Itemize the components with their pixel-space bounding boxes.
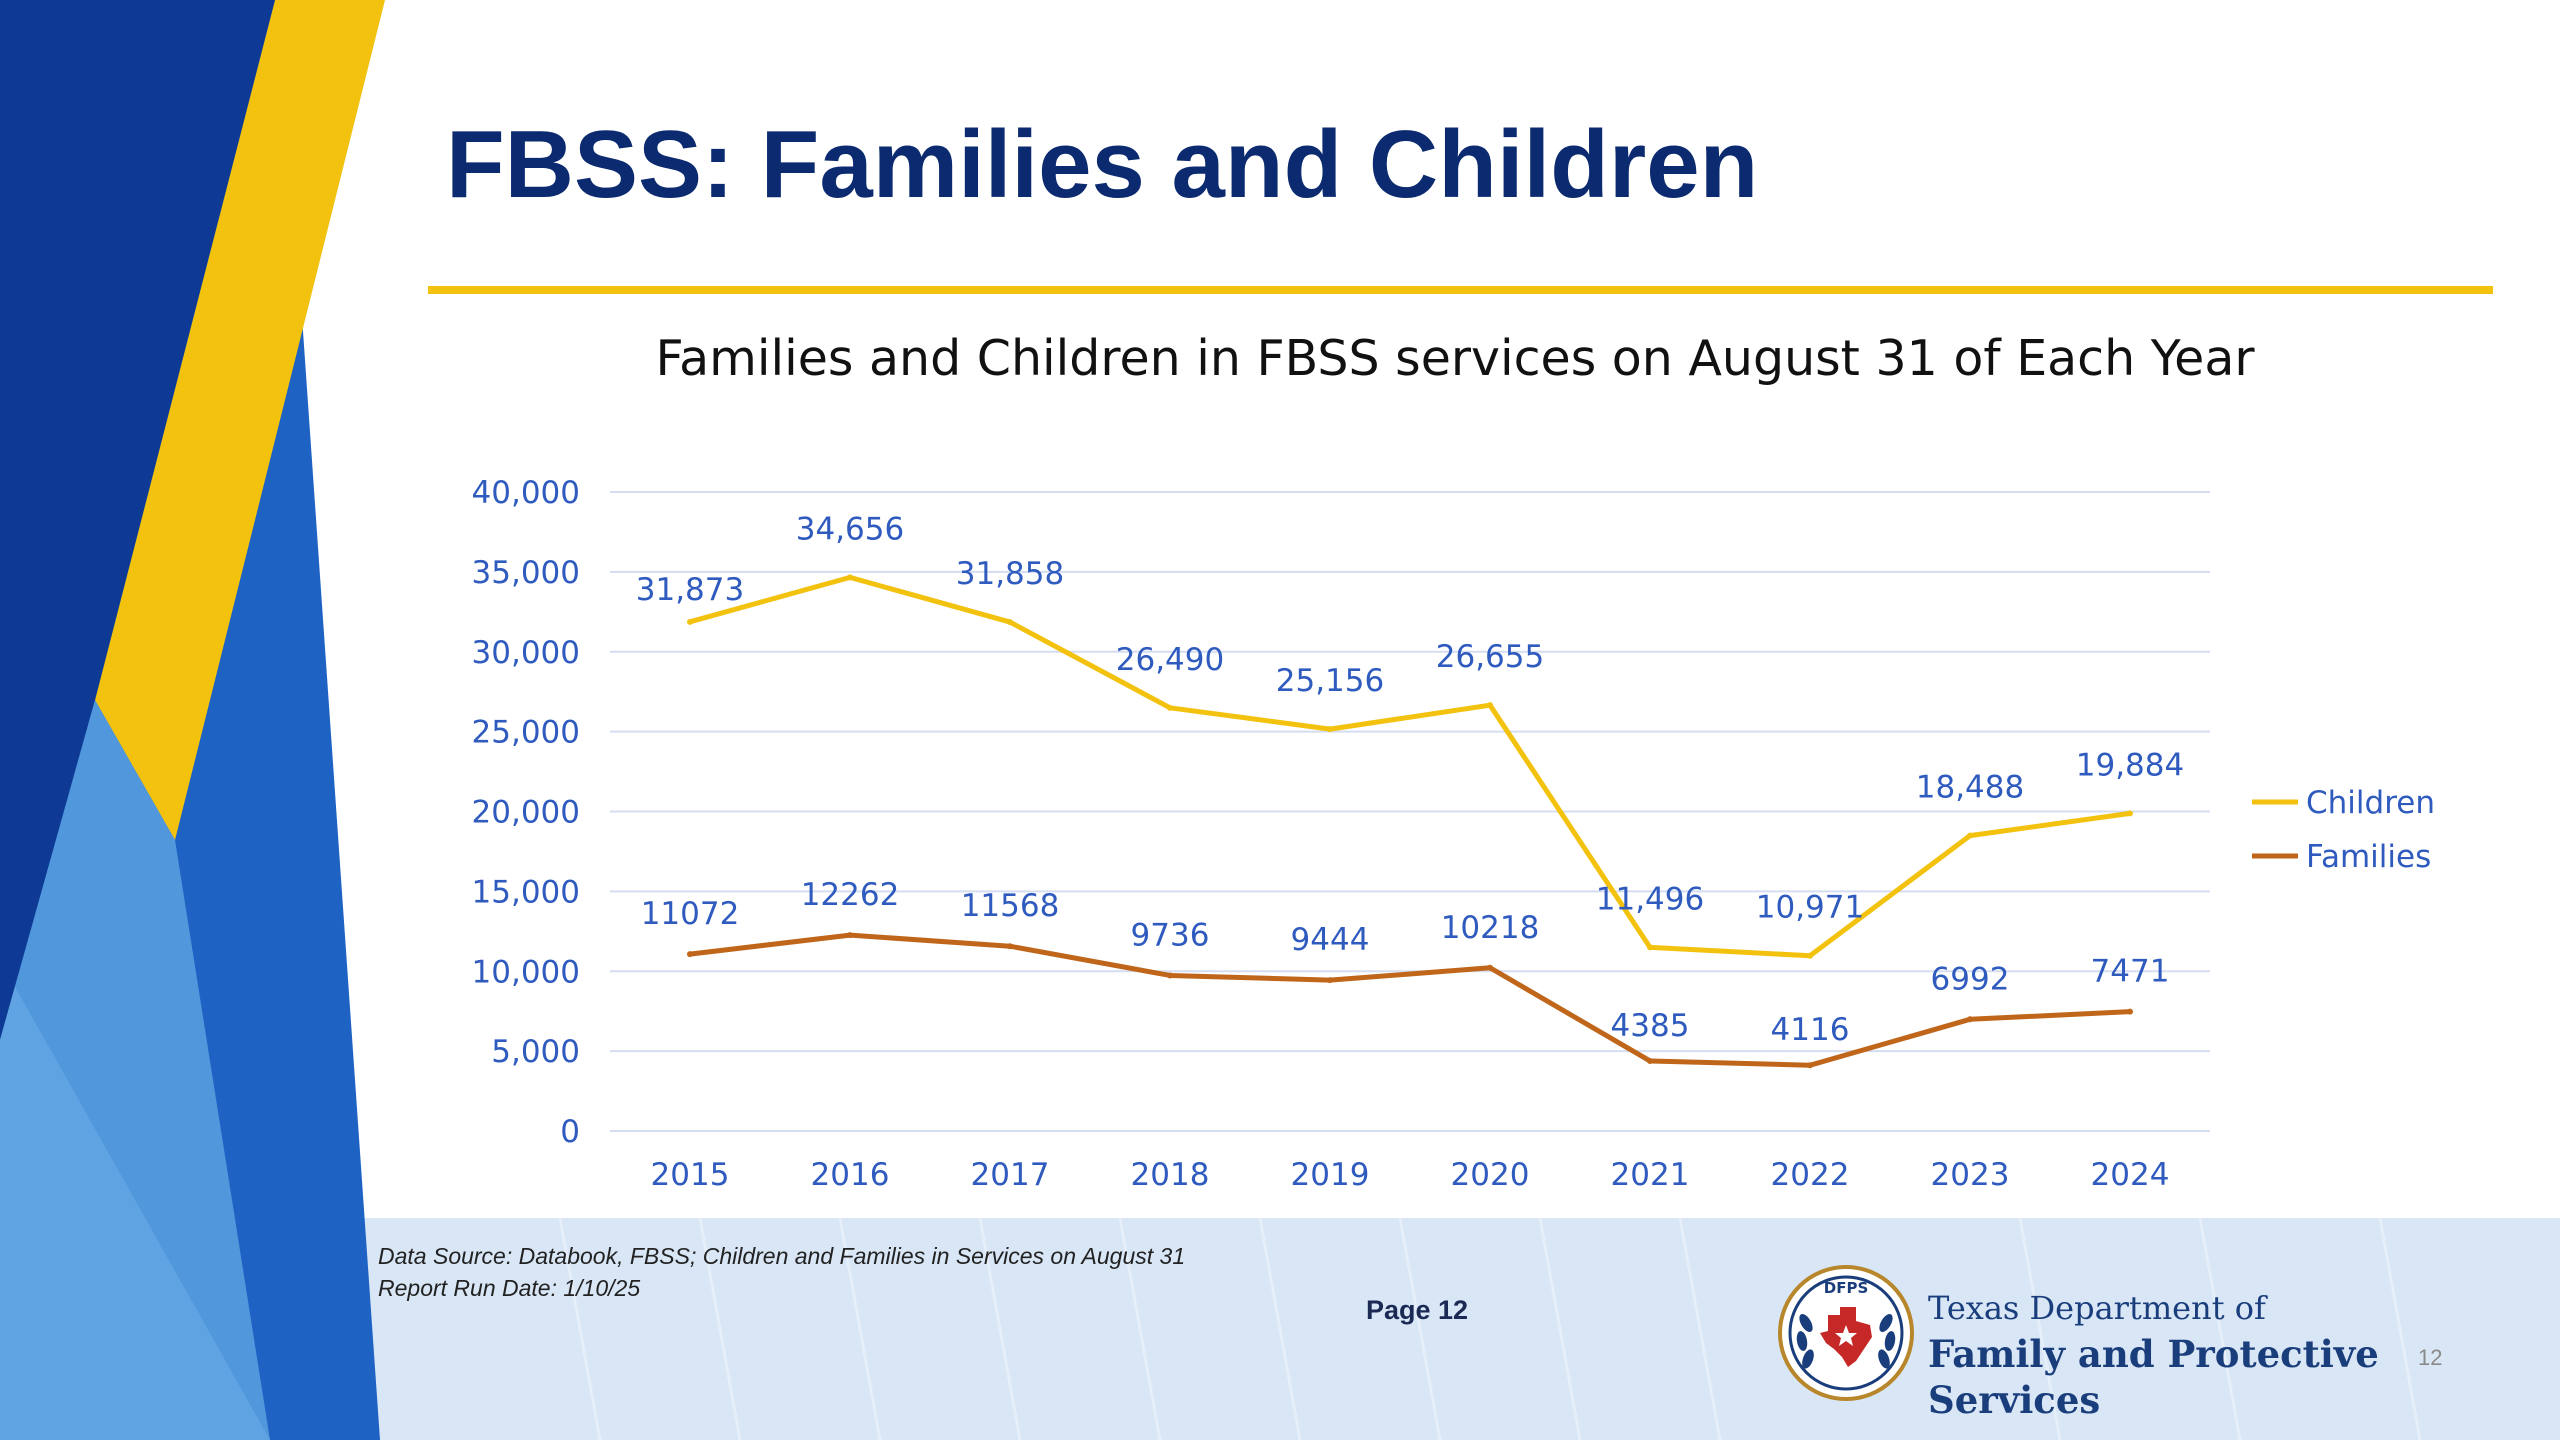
data-label: 31,873	[636, 572, 744, 608]
data-point	[1167, 972, 1173, 979]
data-point	[1807, 952, 1813, 959]
logo-line-1: Texas Department of	[1928, 1289, 2266, 1327]
data-point	[847, 932, 853, 939]
data-label: 19,884	[2076, 747, 2184, 783]
data-point	[1487, 964, 1493, 971]
data-label: 4116	[1771, 1012, 1850, 1048]
legend: Children Families	[2252, 785, 2435, 875]
series-lines	[687, 574, 2133, 1069]
x-tick-label: 2022	[1771, 1157, 1850, 1193]
data-label: 7471	[2091, 954, 2170, 990]
data-label: 12262	[801, 877, 900, 913]
data-source-note: Data Source: Databook, FBSS; Children an…	[378, 1240, 1185, 1304]
report-run-date: Report Run Date: 1/10/25	[378, 1275, 641, 1301]
data-label: 31,858	[956, 556, 1064, 592]
legend-label-children: Children	[2306, 785, 2435, 821]
series-line-families	[689, 932, 2131, 1068]
x-tick-label: 2016	[811, 1157, 890, 1193]
series-line-children	[689, 574, 2131, 959]
data-label: 10,971	[1756, 890, 1864, 926]
y-tick-label: 40,000	[472, 475, 580, 511]
data-point	[847, 574, 853, 581]
y-tick-label: 20,000	[472, 795, 580, 831]
data-label: 26,490	[1116, 642, 1224, 678]
data-point	[2127, 810, 2133, 817]
data-label: 11,496	[1596, 881, 1704, 917]
x-tick-label: 2024	[2091, 1157, 2170, 1193]
data-label: 26,655	[1436, 639, 1544, 675]
y-tick-label: 25,000	[472, 715, 580, 751]
y-tick-label: 0	[560, 1114, 580, 1150]
data-label: 9444	[1291, 922, 1370, 958]
y-axis-tick-labels: 0 5,000 10,000 15,000 20,000 25,000 30,000 35,0…	[472, 475, 580, 1150]
title-underline	[428, 286, 2493, 294]
x-tick-label: 2015	[651, 1157, 730, 1193]
dfps-logo-text: Texas Department of Family and Protectiv…	[1928, 1285, 2560, 1423]
grid-lines	[610, 491, 2210, 1132]
chart-title: Families and Children in FBSS services o…	[655, 330, 2255, 387]
data-source-line: Data Source: Databook, FBSS; Children an…	[378, 1243, 1186, 1269]
data-point	[1807, 1062, 1813, 1069]
data-point	[687, 618, 693, 625]
data-point	[1327, 977, 1333, 984]
data-label: 11072	[641, 896, 740, 932]
data-point	[1007, 619, 1013, 626]
data-label: 18,488	[1916, 770, 2024, 806]
y-tick-label: 30,000	[472, 635, 580, 671]
left-panel-yellow	[95, 0, 385, 840]
x-tick-label: 2020	[1451, 1157, 1530, 1193]
data-point	[1487, 702, 1493, 709]
data-label: 6992	[1931, 961, 2010, 997]
data-point	[1647, 1057, 1653, 1064]
data-point	[2127, 1008, 2133, 1015]
x-axis-tick-labels: 2015 2016 2017 2018 2019 2020 2021 2022 2023 2024	[651, 1157, 2170, 1193]
page-number: Page 12	[1366, 1295, 1469, 1325]
left-panel-dark-blue	[0, 0, 275, 1040]
y-tick-label: 5,000	[491, 1034, 580, 1070]
x-tick-label: 2021	[1611, 1157, 1690, 1193]
legend-label-families: Families	[2306, 839, 2431, 875]
x-tick-label: 2017	[971, 1157, 1050, 1193]
slide-corner-number: 12	[2418, 1345, 2443, 1370]
x-tick-label: 2018	[1131, 1157, 1210, 1193]
data-point	[1327, 726, 1333, 733]
data-point	[1167, 704, 1173, 711]
data-label: 11568	[961, 888, 1060, 924]
slide-title: FBSS: Families and Children	[446, 111, 1759, 218]
data-point	[1647, 944, 1653, 951]
bottom-band-streaks	[558, 1217, 2422, 1440]
data-labels: 31,873 34,656 31,858 26,490 25,156 26,655 11,4…	[636, 511, 2184, 1048]
left-panel-light-strip	[0, 700, 270, 1440]
data-label: 9736	[1131, 917, 1210, 953]
data-label: 10218	[1441, 910, 1540, 946]
data-point	[1007, 943, 1013, 950]
data-point	[687, 951, 693, 958]
data-point	[1967, 832, 1973, 839]
logo-line-2: Family and Protective Services	[1928, 1332, 2379, 1422]
data-point	[1967, 1016, 1973, 1023]
dfps-seal-icon: DFPS	[1778, 1265, 1914, 1401]
data-label: 4385	[1611, 1008, 1690, 1044]
y-tick-label: 15,000	[472, 874, 580, 910]
x-tick-label: 2023	[1931, 1157, 2010, 1193]
seal-text: DFPS	[1824, 1279, 1869, 1297]
y-tick-label: 35,000	[472, 555, 580, 591]
y-tick-label: 10,000	[472, 954, 580, 990]
data-label: 25,156	[1276, 663, 1384, 699]
x-tick-label: 2019	[1291, 1157, 1370, 1193]
data-label: 34,656	[796, 511, 904, 547]
